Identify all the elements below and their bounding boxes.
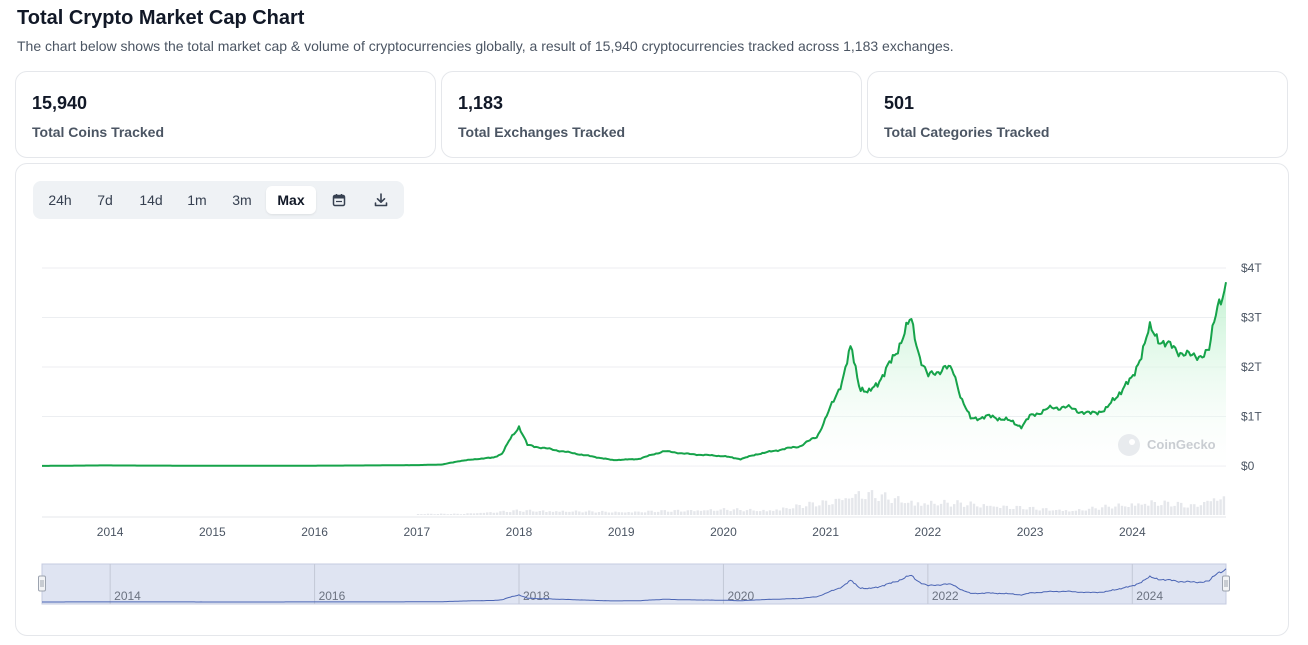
- range-button-3m[interactable]: 3m: [232, 192, 252, 208]
- range-button-7d[interactable]: 7d: [97, 192, 113, 208]
- stat-label: Total Categories Tracked: [884, 124, 1050, 140]
- chart-card: [15, 163, 1289, 636]
- range-selector: 24h 7d 14d 1m 3m Max: [33, 181, 404, 219]
- range-button-14d[interactable]: 14d: [139, 192, 163, 208]
- download-icon: [374, 193, 388, 207]
- page-description: The chart below shows the total market c…: [17, 38, 954, 54]
- calendar-icon: [332, 194, 346, 207]
- stat-card-categories: 501 Total Categories Tracked: [867, 71, 1288, 158]
- range-button-24h[interactable]: 24h: [48, 192, 72, 208]
- range-button-1m[interactable]: 1m: [187, 192, 207, 208]
- page-title: Total Crypto Market Cap Chart: [17, 7, 305, 29]
- range-button-max[interactable]: Max: [266, 186, 316, 214]
- stat-card-exchanges: 1,183 Total Exchanges Tracked: [441, 71, 862, 158]
- stat-value: 15,940: [32, 93, 88, 113]
- stat-value: 1,183: [458, 93, 504, 113]
- stat-label: Total Coins Tracked: [32, 124, 164, 140]
- calendar-button[interactable]: [322, 186, 356, 214]
- stat-card-coins: 15,940 Total Coins Tracked: [15, 71, 436, 158]
- stat-label: Total Exchanges Tracked: [458, 124, 626, 140]
- download-button[interactable]: [364, 186, 398, 214]
- stat-value: 501: [884, 93, 915, 113]
